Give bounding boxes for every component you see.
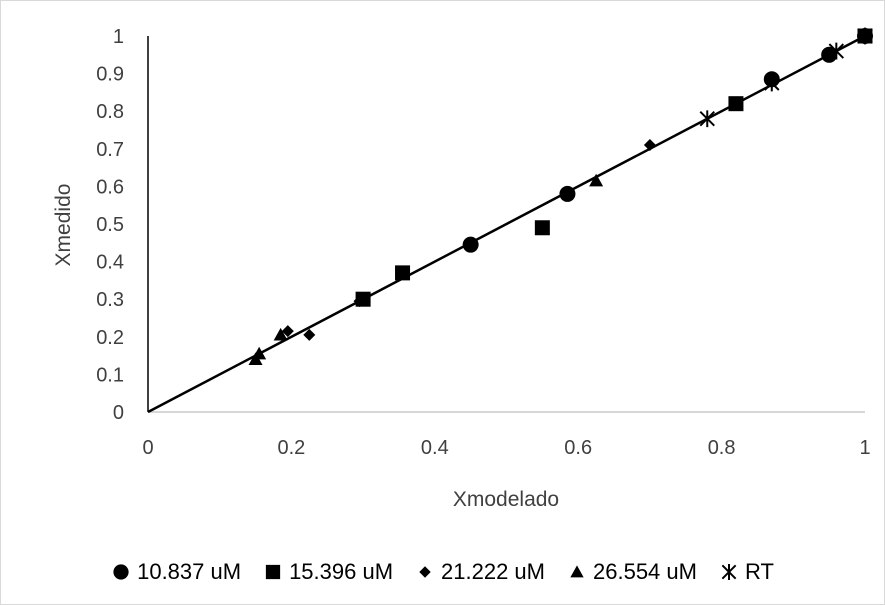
legend-label: RT — [744, 559, 774, 584]
data-point-star — [828, 42, 845, 60]
x-tick-label: 0.6 — [564, 437, 592, 459]
legend-marker-circle — [113, 564, 129, 580]
legend-marker-star — [721, 564, 737, 580]
y-tick-label: 0.1 — [96, 364, 124, 386]
data-point-triangle — [252, 346, 267, 360]
legend-label: 15.396 uM — [289, 559, 394, 584]
data-point-square — [728, 96, 744, 112]
axes — [147, 36, 865, 413]
data-point-circle — [559, 185, 576, 202]
legend-marker-diamond — [419, 566, 431, 578]
y-tick-label: 0.3 — [96, 289, 124, 311]
y-tick-label: 0.2 — [96, 327, 124, 349]
legend-triangle-icon — [570, 565, 584, 578]
legend-circle-icon — [113, 564, 129, 580]
y-tick-label: 0.9 — [96, 64, 124, 86]
y-tick-label: 0.8 — [96, 101, 124, 123]
reference-line — [147, 34, 866, 414]
legend-marker-triangle — [570, 565, 584, 578]
data-point-star — [764, 74, 780, 92]
chart-area: 0 0.2 0.4 0.6 0.8 1 0 0.1 0.2 0.3 0.4 0.5 0.6 0.7 0.8 0… — [52, 26, 873, 511]
x-tick-label: 1 — [859, 437, 870, 459]
legend-diamond-icon — [419, 566, 431, 578]
data-point-star — [857, 27, 873, 45]
data-point-diamond — [281, 325, 294, 338]
legend-item: 15.396 uM — [263, 559, 393, 585]
legend-item: 26.554 uM — [567, 559, 697, 585]
data-point-star — [699, 110, 715, 128]
data-point-square — [534, 220, 550, 236]
data-point-circle — [821, 46, 838, 63]
legend-item: RT — [719, 559, 774, 585]
reference-line-group — [147, 34, 866, 414]
y-tick-label: 1 — [113, 26, 124, 48]
y-tick-label: 0.7 — [96, 139, 124, 161]
x-tick-label: 0.2 — [277, 437, 305, 459]
y-tick-label: 0.4 — [96, 252, 124, 274]
y-tick-label: 0 — [113, 402, 124, 424]
data-point-triangle — [589, 173, 604, 187]
y-axis-title: Xmedido — [52, 184, 75, 267]
legend-label: 10.837 uM — [137, 559, 242, 584]
legend-label: 21.222 uM — [441, 559, 545, 584]
x-tick-label: 0.8 — [708, 437, 736, 459]
legend-item: 10.837 uM — [111, 559, 241, 585]
legend-marker-square — [265, 564, 281, 580]
legend-square-icon — [265, 564, 281, 580]
legend-item: 21.222 uM — [415, 559, 545, 585]
legend-label: 26.554 uM — [593, 559, 697, 584]
x-axis-title: Xmodelado — [453, 488, 559, 511]
x-tick-label: 0.4 — [421, 437, 449, 459]
y-tick-label: 0.6 — [96, 176, 124, 198]
legend: 10.837 uM 15.396 uM 21.222 uM 26.554 uM RT — [0, 556, 885, 588]
x-tick-label: 0 — [142, 437, 153, 459]
tick-labels: 0 0.2 0.4 0.6 0.8 1 0 0.1 0.2 0.3 0.4 0.5 0.6 0.7 0.8 0… — [96, 26, 870, 459]
data-point-circle — [462, 236, 479, 253]
data-point-diamond — [303, 328, 316, 341]
data-points — [248, 27, 873, 365]
data-point-diamond — [643, 139, 656, 152]
data-point-diamond — [353, 295, 366, 308]
data-point-square — [395, 265, 411, 281]
legend-star-icon — [721, 564, 737, 580]
y-tick-label: 0.5 — [96, 214, 124, 236]
data-point-triangle — [273, 327, 288, 341]
